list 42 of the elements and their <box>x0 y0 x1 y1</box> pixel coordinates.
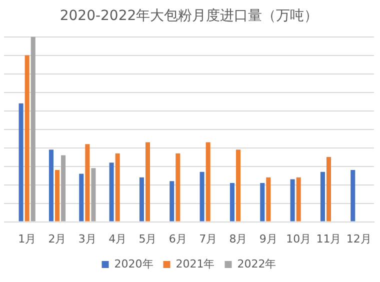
x-tick-label: 10月 <box>286 232 312 246</box>
bar <box>30 36 36 222</box>
bar <box>206 142 210 222</box>
legend-label: 2022年 <box>237 257 276 270</box>
x-tick-label: 4月 <box>108 232 127 246</box>
bar <box>290 179 295 222</box>
bar <box>18 103 24 222</box>
x-tick-label: 9月 <box>259 232 278 246</box>
legend-label: 2021年 <box>176 257 215 270</box>
bar <box>230 182 234 222</box>
bar <box>115 153 120 222</box>
x-tick-label: 12月 <box>346 232 372 246</box>
bar <box>350 170 356 222</box>
bar <box>320 172 325 222</box>
bar <box>236 150 241 222</box>
x-tick-label: 8月 <box>229 232 248 246</box>
bar <box>260 182 265 222</box>
x-tick-label: 3月 <box>78 232 96 246</box>
bar <box>266 177 271 222</box>
x-tick-label: 5月 <box>138 232 157 246</box>
x-tick-label: 1月 <box>18 232 36 246</box>
bar <box>176 153 180 222</box>
bar <box>139 177 144 222</box>
bar <box>61 155 66 222</box>
bar <box>85 144 90 222</box>
bar <box>296 177 301 222</box>
bar <box>24 55 30 222</box>
bar <box>54 170 60 222</box>
bar <box>170 181 174 222</box>
chart-title: 2020-2022年大包粉月度进口量（万吨） <box>60 8 318 24</box>
x-tick-label: 11月 <box>316 232 342 246</box>
bar <box>326 157 332 222</box>
legend-label: 2020年 <box>114 257 154 270</box>
x-tick-label: 6月 <box>168 232 187 246</box>
x-tick-label: 7月 <box>199 232 218 246</box>
bar <box>145 142 150 222</box>
bar <box>109 162 114 222</box>
bar <box>79 174 84 222</box>
bar <box>48 150 54 222</box>
bar <box>91 168 96 222</box>
x-tick-label: 2月 <box>48 232 66 246</box>
bar <box>200 172 204 222</box>
